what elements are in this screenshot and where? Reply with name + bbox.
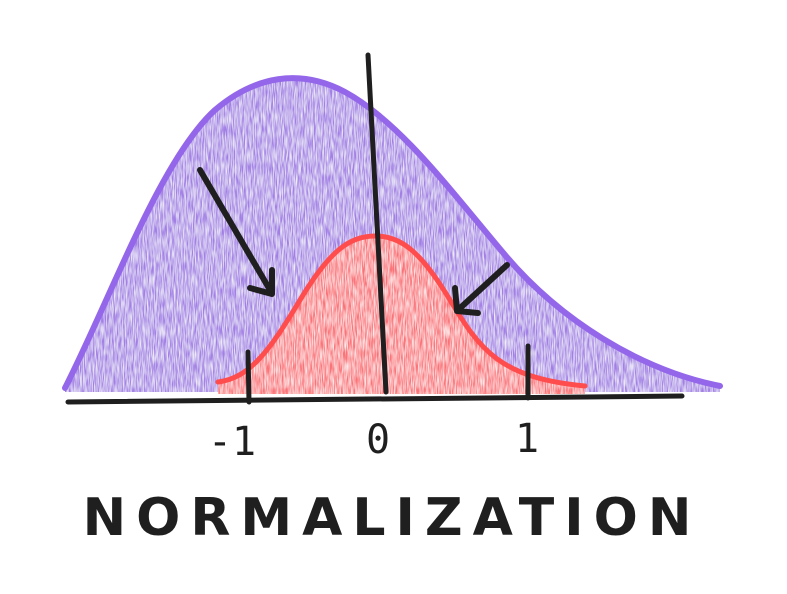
diagram-caption: NORMALIZATION	[83, 488, 702, 548]
normalized-distribution-curve	[215, 233, 588, 389]
tick-label-one: 1	[515, 416, 539, 462]
y-axis	[365, 52, 389, 395]
arrow-icon	[197, 167, 275, 297]
normalized-distribution-area	[218, 236, 585, 394]
tick-label-minus-one: -1	[208, 419, 256, 465]
original-distribution-curve	[62, 75, 723, 391]
tick-label-zero: 0	[366, 417, 390, 463]
arrow-icon	[452, 262, 510, 316]
x-axis	[65, 393, 685, 405]
original-distribution-area	[65, 78, 720, 392]
tick-mark-minus-one	[245, 349, 252, 405]
